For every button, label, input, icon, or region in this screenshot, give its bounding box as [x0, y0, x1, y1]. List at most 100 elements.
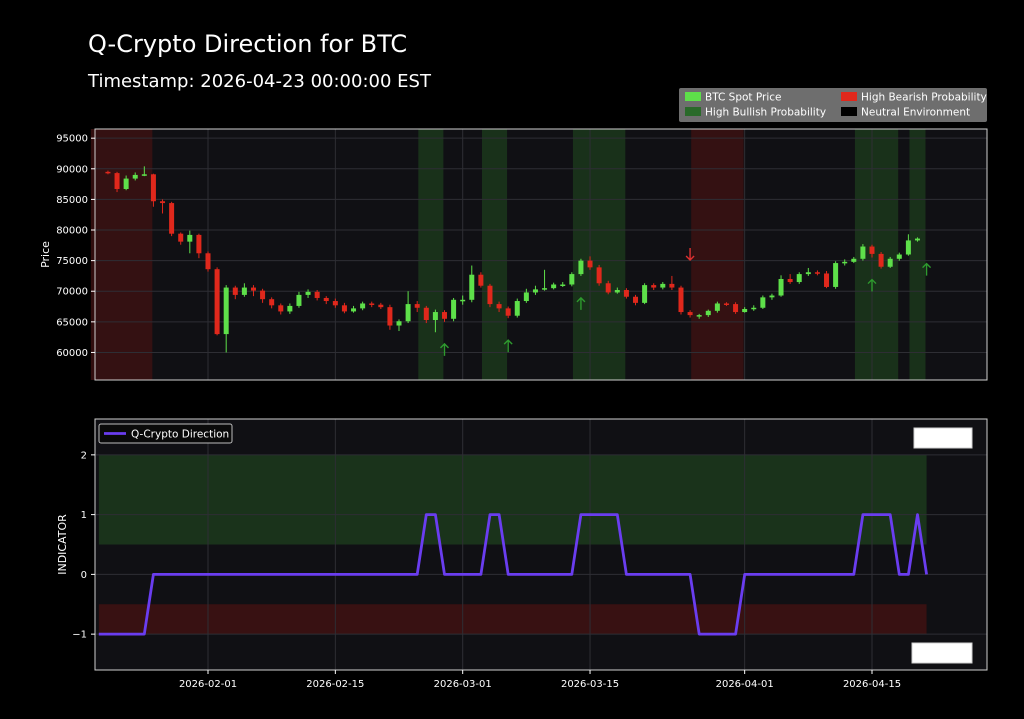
price-axis-label: Price — [39, 241, 52, 268]
bullish-candle — [514, 301, 520, 316]
bearish-candle — [733, 304, 739, 313]
bearish-candle — [423, 307, 429, 321]
bullish-candle — [851, 258, 857, 262]
bullish-signal-arrow — [439, 342, 449, 356]
bearish-candle — [105, 171, 111, 174]
indicator-xtick-label: 2026-04-15 — [843, 679, 901, 690]
bullish-candle — [905, 240, 911, 255]
legend-swatch — [685, 92, 701, 101]
bullish-candle — [469, 274, 475, 300]
bullish-candle — [751, 307, 757, 310]
bullish-candle — [132, 174, 138, 179]
bearish-candle — [178, 233, 184, 242]
bearish-candle — [278, 305, 284, 312]
bullish-candle — [705, 310, 711, 316]
price-legend-box — [679, 88, 987, 122]
bullish-candle — [396, 321, 402, 326]
legend-swatch — [841, 92, 857, 101]
bullish-candle — [660, 283, 666, 288]
bullish-candle — [896, 254, 902, 259]
bearish-candle — [414, 304, 420, 308]
indicator-legend-box — [98, 423, 233, 444]
bearish-signal-arrow — [685, 248, 695, 261]
bullish-candle — [560, 284, 566, 286]
bearish-candle — [205, 253, 211, 270]
bearish-candle — [505, 308, 511, 316]
bearish-candle — [487, 285, 493, 305]
bearish-zone — [98, 604, 927, 635]
indicator-ytick-label: 2 — [81, 450, 87, 461]
price-ytick-label: 65000 — [56, 317, 88, 328]
bearish-candle — [196, 234, 202, 254]
bullish-candle — [351, 308, 357, 312]
price-plot-frame — [94, 128, 988, 381]
q-crypto-direction-line — [98, 513, 928, 636]
bullish-signal-arrow — [922, 262, 932, 276]
bullish-candle — [296, 294, 302, 306]
bearish-candle — [651, 285, 657, 288]
bearish-candle — [687, 312, 693, 316]
bearish-candle — [160, 201, 166, 204]
indicator-plot-frame — [94, 418, 988, 671]
bullish-regime-shade — [909, 129, 926, 380]
bullish-candle — [569, 274, 575, 285]
legend-swatch — [841, 107, 857, 116]
bullish-candle — [187, 234, 193, 242]
bullish-signal-arrow — [503, 339, 513, 353]
bearish-candle — [587, 260, 593, 268]
bearish-candle — [869, 246, 875, 254]
bearish-candle — [478, 274, 484, 286]
price-ytick-label: 60000 — [56, 348, 88, 359]
legend-label: High Bullish Probability — [705, 107, 826, 119]
bearish-candle — [214, 269, 220, 335]
chart-subtitle: Timestamp: 2026-04-23 00:00:00 EST — [88, 71, 431, 92]
bearish-candle — [824, 273, 830, 287]
bearish-candle — [369, 303, 375, 305]
bullish-candle — [833, 263, 839, 287]
bearish-candle — [269, 299, 275, 306]
price-ytick-label: 95000 — [56, 134, 88, 145]
indicator-xtick-label: 2026-03-01 — [434, 679, 492, 690]
bullish-candle — [578, 260, 584, 275]
indicator-axis-label: INDICATOR — [56, 514, 69, 575]
indicator-xtick-label: 2026-02-01 — [179, 679, 237, 690]
bullish-candle — [405, 304, 411, 322]
price-ytick-label: 80000 — [56, 226, 88, 237]
bullish-candle — [551, 284, 557, 289]
bearish-candle — [378, 304, 384, 308]
price-ytick-label: 90000 — [56, 164, 88, 175]
bearish-candle — [387, 307, 393, 326]
bullish-signal-arrow — [576, 296, 586, 310]
bearish-candle — [669, 283, 675, 288]
bullish-candle — [523, 292, 529, 302]
bullish-candle — [241, 287, 247, 295]
legend-label: High Bearish Probability — [861, 92, 987, 104]
price-ytick-label: 70000 — [56, 287, 88, 298]
bearish-candle — [623, 290, 629, 297]
bearish-regime-shade — [90, 129, 153, 380]
bullish-candle — [742, 308, 748, 313]
bearish-candle — [441, 312, 447, 319]
bearish-annotation-box — [911, 642, 973, 664]
bullish-candle — [642, 285, 648, 303]
bearish-candle — [114, 173, 120, 189]
bullish-candle — [532, 289, 538, 293]
bullish-regime-shade — [572, 129, 626, 380]
bullish-candle — [287, 305, 293, 312]
bearish-candle — [723, 303, 729, 305]
price-plot-background — [95, 129, 987, 380]
bearish-candle — [150, 174, 156, 202]
bullish-candle — [914, 238, 920, 241]
indicator-xtick-label: 2026-02-15 — [306, 679, 364, 690]
bearish-candle — [169, 203, 175, 234]
bullish-candle — [887, 258, 893, 267]
indicator-ytick-label: 0 — [81, 570, 87, 581]
bullish-candle — [760, 297, 766, 308]
bullish-candle — [714, 303, 720, 311]
bearish-candle — [250, 287, 256, 291]
bullish-candle — [432, 312, 438, 321]
bullish-candle — [460, 299, 466, 302]
bullish-candle — [778, 278, 784, 296]
bearish-regime-shade — [691, 129, 744, 380]
legend-label: BTC Spot Price — [705, 92, 782, 104]
